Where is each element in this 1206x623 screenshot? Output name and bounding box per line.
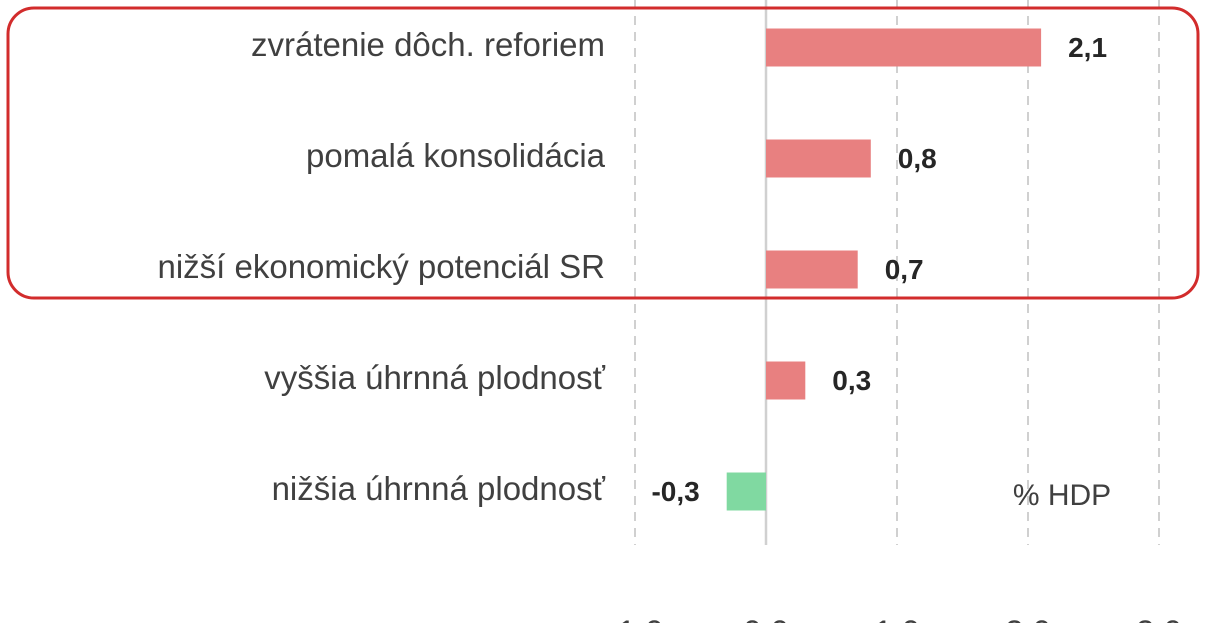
value-label: 0,8 <box>898 143 937 174</box>
y-tick-label: vyššia úhrnná plodnosť <box>264 359 605 396</box>
x-tick-label: 1,0 <box>874 614 920 623</box>
value-label: 0,3 <box>832 365 871 396</box>
x-tick-label: 0,0 <box>743 614 789 623</box>
y-tick-label: pomalá konsolidácia <box>306 137 606 174</box>
bar <box>766 361 806 400</box>
bar <box>766 28 1042 67</box>
value-label: 0,7 <box>885 254 924 285</box>
value-label: -0,3 <box>651 476 699 507</box>
y-tick-label: nižšia úhrnná plodnosť <box>272 470 606 507</box>
x-tick-label: 2,0 <box>1005 614 1051 623</box>
unit-annotation: % HDP <box>1013 479 1111 512</box>
highlight-box <box>6 6 1200 300</box>
value-label: 2,1 <box>1068 32 1107 63</box>
bar <box>766 250 858 289</box>
bar <box>766 139 871 178</box>
bar <box>726 472 766 511</box>
x-tick-label: -1,0 <box>607 614 664 623</box>
x-tick-label: 3,0 <box>1136 614 1182 623</box>
y-tick-label: zvrátenie dôch. reforiem <box>251 26 605 63</box>
y-tick-label: nižší ekonomický potenciál SR <box>157 248 605 285</box>
